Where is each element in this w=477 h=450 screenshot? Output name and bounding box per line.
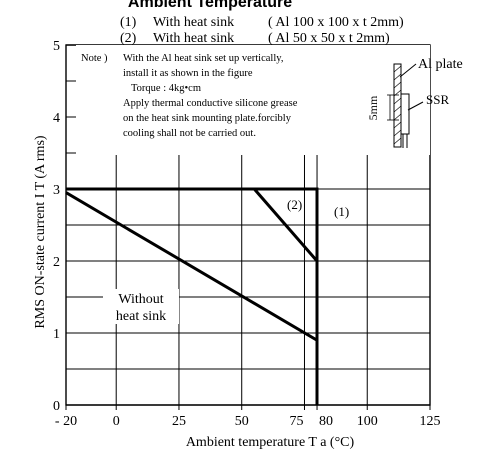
note-line-3: Torque : 4kg•cm — [131, 83, 201, 94]
legend-num-1: (1) — [120, 15, 137, 30]
legend-text-2: With heat sink — [153, 31, 234, 46]
curves — [65, 187, 319, 405]
y-tick-label: 2 — [53, 255, 60, 270]
without-label-line-1: Without — [118, 292, 163, 307]
without-label-line-2: heat sink — [116, 309, 166, 324]
note-line-6: cooling shall not be carried out. — [123, 128, 256, 139]
y-tick-label: 4 — [53, 111, 60, 126]
x-tick-label: 80 — [319, 414, 333, 429]
note-line-1: With the Al heat sink set up vertically, — [123, 53, 283, 64]
y-axis-label: RMS ON-state current I T (A rms) — [33, 135, 48, 328]
al-plate-leader — [399, 63, 417, 78]
x-tick-label: 100 — [357, 414, 378, 429]
y-tick-label: 1 — [53, 327, 60, 342]
x-tick-labels: - 20 0 25 50 75 80 100 125 — [55, 414, 441, 429]
x-tick-label: 25 — [172, 414, 186, 429]
series-line-2 — [66, 187, 319, 405]
note-box: Note ) With the Al heat sink set up vert… — [76, 45, 430, 155]
legend: (1) With heat sink ( Al 100 x 100 x t 2m… — [120, 15, 404, 46]
x-tick-label: 125 — [420, 414, 441, 429]
x-tick-label: - 20 — [55, 414, 77, 429]
x-tick-label: 0 — [113, 414, 120, 429]
x-tick-label: 75 — [289, 414, 303, 429]
y-tick-label: 0 — [53, 399, 60, 414]
note-line-2: install it as shown in the figure — [123, 68, 253, 79]
note-line-5: on the heat sink mounting plate.forcibly — [123, 113, 292, 124]
series-line-3 — [65, 191, 319, 405]
dim-label: 5mm — [366, 95, 380, 120]
legend-num-2: (2) — [120, 31, 137, 46]
legend-spec-2: ( Al 50 x 50 x t 2mm) — [268, 31, 390, 46]
x-axis-label: Ambient temperature T a (°C) — [186, 435, 355, 450]
note-line-4: Apply thermal conductive silicone grease — [123, 98, 298, 109]
curve-label-2: (2) — [287, 197, 302, 212]
al-plate-label: Al plate — [418, 57, 463, 72]
x-tick-label: 50 — [235, 414, 249, 429]
curve-label-1: (1) — [334, 204, 349, 219]
ssr-leader — [407, 101, 424, 111]
mounting-diagram — [387, 63, 424, 148]
ssr-body-shape — [400, 93, 410, 135]
chart-title-fragment: Ambient Temperature — [128, 0, 292, 11]
y-tick-labels: 0 1 2 3 4 5 — [53, 39, 60, 414]
legend-spec-1: ( Al 100 x 100 x t 2mm) — [268, 15, 404, 30]
note-prefix: Note ) — [81, 53, 108, 64]
legend-text-1: With heat sink — [153, 15, 234, 30]
without-heat-sink-label-bg — [103, 289, 179, 324]
ssr-label: SSR — [426, 92, 449, 107]
y-tick-label: 5 — [53, 39, 60, 54]
y-tick-label: 3 — [53, 183, 60, 198]
